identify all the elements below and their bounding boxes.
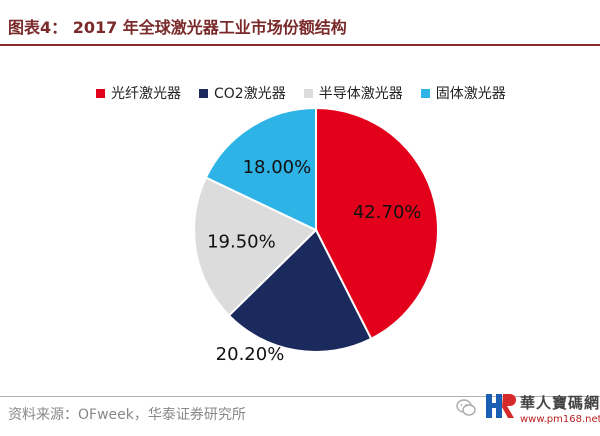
pie-slice [315,106,439,341]
legend-label: 光纤激光器 [111,86,181,102]
title-divider [0,44,600,46]
watermark-url: www.pm168.net [520,414,600,425]
watermark-name: 華人寶碼網 [520,394,600,412]
slice-label: 18.00% [243,157,312,178]
watermark: 華人寶碼網 www.pm168.net [486,388,600,434]
legend-label: CO2激光器 [214,86,286,102]
chart-legend: 光纤激光器 CO2激光器 半导体激光器 固体激光器 [96,83,524,103]
pie-slice [204,106,317,232]
legend-label: 半导体激光器 [318,86,403,102]
legend-swatch [96,88,105,98]
pie-chart: 42.70% 20.20% 19.50% 18.00% [193,106,439,365]
page-title: 图表4： 2017 年全球激光器工业市场份额结构 [8,18,347,37]
wechat-icon [456,399,476,416]
source-note: 资料来源：OFweek，华泰证券研究所 [8,407,246,423]
legend-item: 固体激光器 [420,83,506,103]
legend-label: 固体激光器 [435,86,506,102]
legend-item: 光纤激光器 [96,83,181,103]
legend-swatch [199,88,208,98]
legend-swatch [420,88,430,98]
slice-label: 19.50% [207,231,276,252]
footer-divider [0,396,600,397]
hr-logo-icon [486,394,516,418]
legend-swatch [303,88,313,98]
pie-slice [193,176,318,317]
pie-slice [227,228,373,353]
legend-item: CO2激光器 [199,83,286,103]
legend-item: 半导体激光器 [303,83,403,103]
slice-label: 42.70% [353,202,422,223]
slice-label: 20.20% [216,344,285,365]
